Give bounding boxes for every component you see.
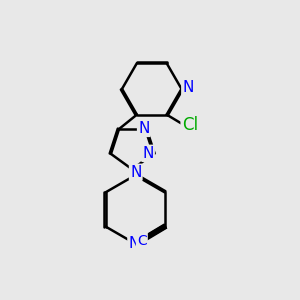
Text: C: C [137,233,147,248]
Text: Cl: Cl [182,116,198,134]
Text: N: N [138,121,149,136]
Text: N: N [128,236,140,251]
Text: N: N [130,165,141,180]
Text: N: N [142,146,154,161]
Text: N: N [182,80,194,95]
